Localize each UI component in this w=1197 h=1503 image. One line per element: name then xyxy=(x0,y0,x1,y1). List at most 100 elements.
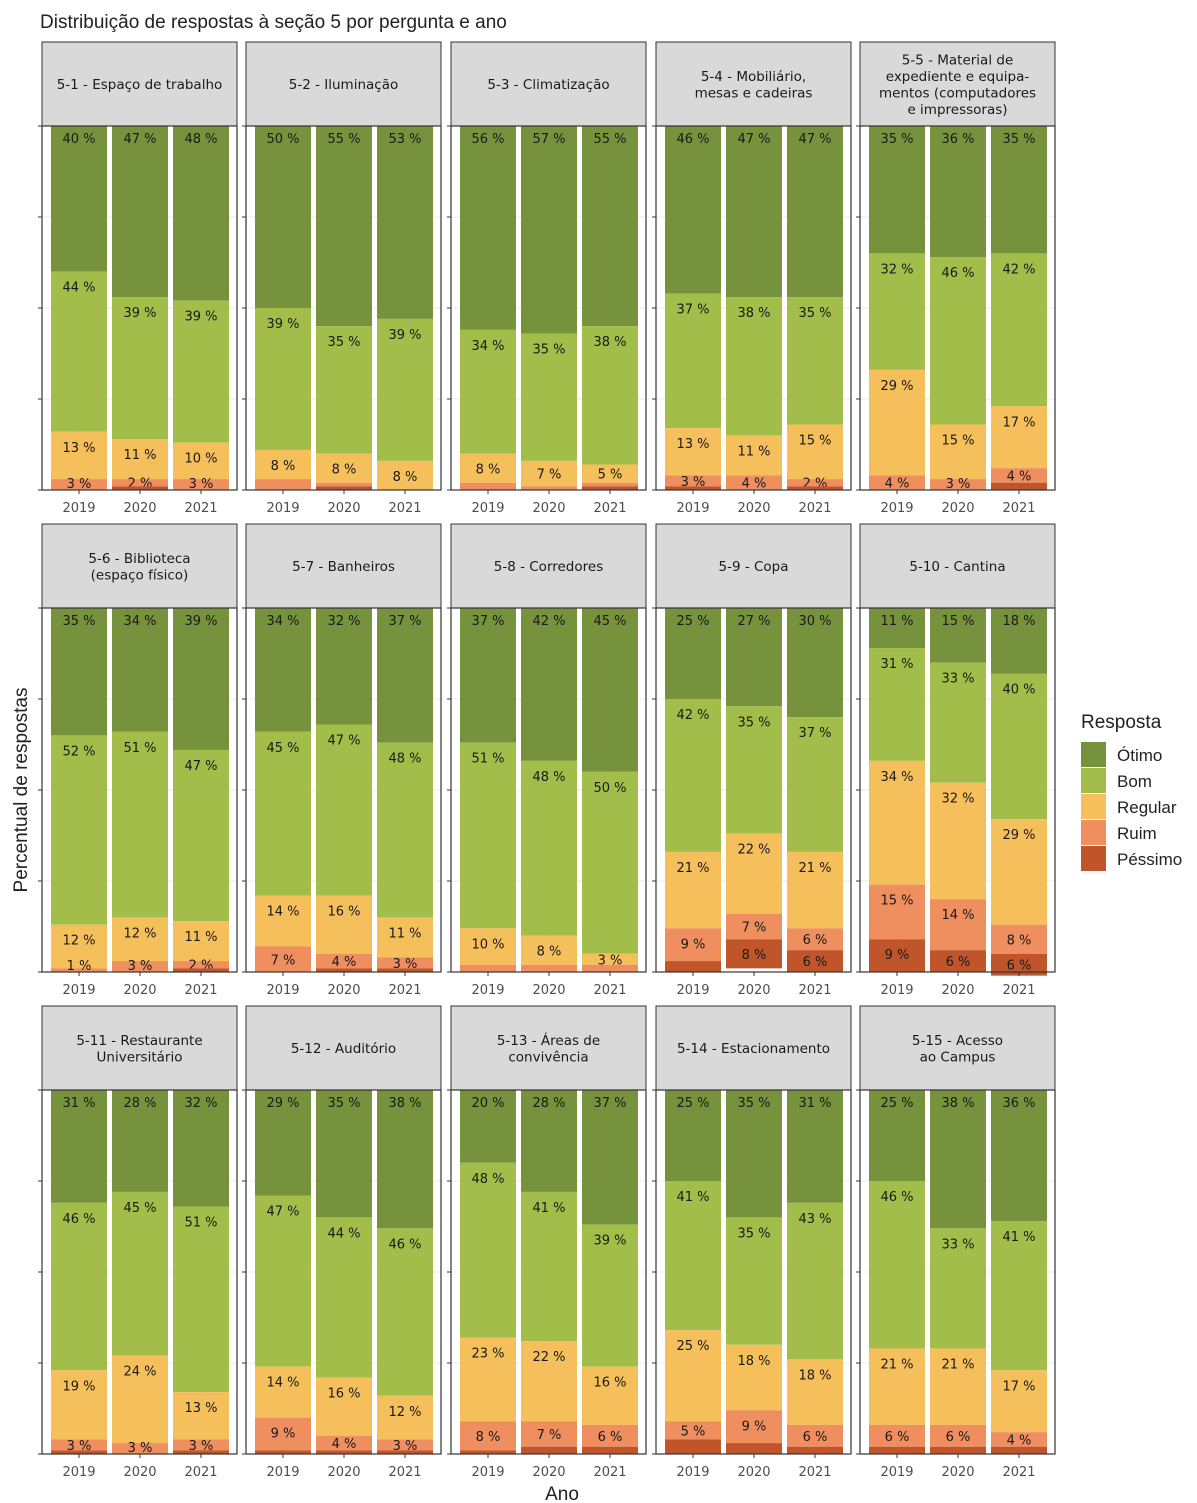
data-label: 37 % xyxy=(471,614,504,629)
data-label: 41 % xyxy=(1002,1230,1035,1245)
data-label: 18 % xyxy=(1002,614,1035,629)
data-label: 6 % xyxy=(1007,959,1032,974)
panel-title-line: Universitário xyxy=(97,1049,183,1065)
panel-strip xyxy=(655,1005,852,1091)
data-label: 39 % xyxy=(593,1234,626,1249)
x-tick-label: 2020 xyxy=(123,983,156,998)
panel-border xyxy=(41,125,238,491)
bar-segment xyxy=(665,961,721,972)
bar-segment xyxy=(377,1090,433,1229)
data-label: 21 % xyxy=(880,1357,913,1372)
panel-strip xyxy=(245,41,442,127)
bar-segment xyxy=(930,950,986,972)
bar-segment xyxy=(521,333,577,461)
data-label: 32 % xyxy=(941,792,974,807)
legend-label: Bom xyxy=(1117,772,1152,791)
bar-segment xyxy=(316,968,372,972)
x-tick-label: 2020 xyxy=(737,1465,770,1480)
data-label: 7 % xyxy=(537,468,562,483)
bar-segment xyxy=(869,1424,925,1447)
x-tick-label: 2021 xyxy=(184,501,217,516)
data-label: 50 % xyxy=(266,132,299,147)
bar-segment xyxy=(377,917,433,958)
bar-segment xyxy=(787,1424,843,1447)
data-label: 16 % xyxy=(327,905,360,920)
x-tick-label: 2019 xyxy=(62,1465,95,1480)
bar-segment xyxy=(460,608,516,743)
bar-segment xyxy=(869,939,925,972)
bar-segment xyxy=(665,699,721,852)
data-label: 4 % xyxy=(332,955,357,970)
bar-segment xyxy=(112,608,168,732)
data-label: 35 % xyxy=(737,1096,770,1111)
legend-swatch xyxy=(1081,768,1106,793)
data-label: 6 % xyxy=(946,955,971,970)
bar-segment xyxy=(521,608,577,761)
data-label: 15 % xyxy=(941,614,974,629)
bar-segment xyxy=(991,1370,1047,1433)
bar-segment xyxy=(930,257,986,425)
panel: 5-1 - Espaço de trabalho 40 % 44 % 13 % 3 % 2… xyxy=(38,41,238,516)
x-tick-label: 2021 xyxy=(593,1465,626,1480)
bar-segment xyxy=(173,1392,229,1440)
bar-segment xyxy=(112,1191,168,1356)
bar-segment xyxy=(460,1450,516,1454)
bar-segment xyxy=(51,1090,107,1203)
bar-segment xyxy=(173,1439,229,1451)
x-tick-label: 2020 xyxy=(327,1465,360,1480)
data-label: 42 % xyxy=(1002,262,1035,277)
bar-segment xyxy=(787,424,843,480)
x-tick-label: 2020 xyxy=(737,983,770,998)
bar-segment xyxy=(377,957,433,969)
panel-border xyxy=(245,1089,442,1455)
data-label: 3 % xyxy=(189,477,214,492)
data-label: 48 % xyxy=(388,752,421,767)
bar-segment xyxy=(869,1446,925,1454)
data-label: 7 % xyxy=(742,921,767,936)
bar-segment xyxy=(255,608,311,732)
bar-segment xyxy=(869,1181,925,1349)
panel-border xyxy=(41,607,238,973)
bar-segment xyxy=(316,1435,372,1451)
data-label: 12 % xyxy=(123,926,156,941)
panel-border xyxy=(655,125,852,491)
bar-segment xyxy=(377,968,433,972)
data-label: 46 % xyxy=(880,1190,913,1205)
bar-segment xyxy=(726,1410,782,1444)
bar-segment xyxy=(726,435,782,476)
panel-title-line: 5-10 - Cantina xyxy=(909,559,1005,575)
data-label: 21 % xyxy=(798,861,831,876)
panel: 5-12 - Auditório 29 % 47 % 14 % 9 % 2019 35 % 4… xyxy=(242,1005,442,1480)
bar-segment xyxy=(726,833,782,914)
data-label: 4 % xyxy=(1007,469,1032,484)
data-label: 3 % xyxy=(393,1439,418,1454)
data-label: 39 % xyxy=(266,317,299,332)
data-label: 47 % xyxy=(266,1205,299,1220)
bar-segment xyxy=(930,608,986,663)
bar-segment xyxy=(255,479,311,490)
bar-segment xyxy=(726,1443,782,1454)
data-label: 5 % xyxy=(681,1424,706,1439)
panel-title-line: 5-13 - Áreas de xyxy=(497,1032,600,1049)
data-label: 46 % xyxy=(62,1212,95,1227)
x-tick-label: 2019 xyxy=(880,1465,913,1480)
data-label: 35 % xyxy=(327,1096,360,1111)
bar-segment xyxy=(112,439,168,480)
data-label: 45 % xyxy=(123,1201,156,1216)
data-label: 51 % xyxy=(123,741,156,756)
bar-segment xyxy=(869,475,925,490)
bar-segment xyxy=(665,428,721,476)
bar-segment xyxy=(521,126,577,334)
data-label: 24 % xyxy=(123,1365,156,1380)
bar-segment xyxy=(112,961,168,972)
bar-segment xyxy=(521,486,577,490)
data-label: 25 % xyxy=(676,1096,709,1111)
data-label: 3 % xyxy=(67,477,92,492)
data-label: 30 % xyxy=(798,614,831,629)
x-tick-label: 2021 xyxy=(388,501,421,516)
x-tick-label: 2019 xyxy=(266,501,299,516)
legend-label: Péssimo xyxy=(1117,850,1182,869)
panel: 5-2 - Iluminação 50 % 39 % 8 % 2019 55 % 35 % 8… xyxy=(242,41,442,516)
data-label: 38 % xyxy=(388,1096,421,1111)
